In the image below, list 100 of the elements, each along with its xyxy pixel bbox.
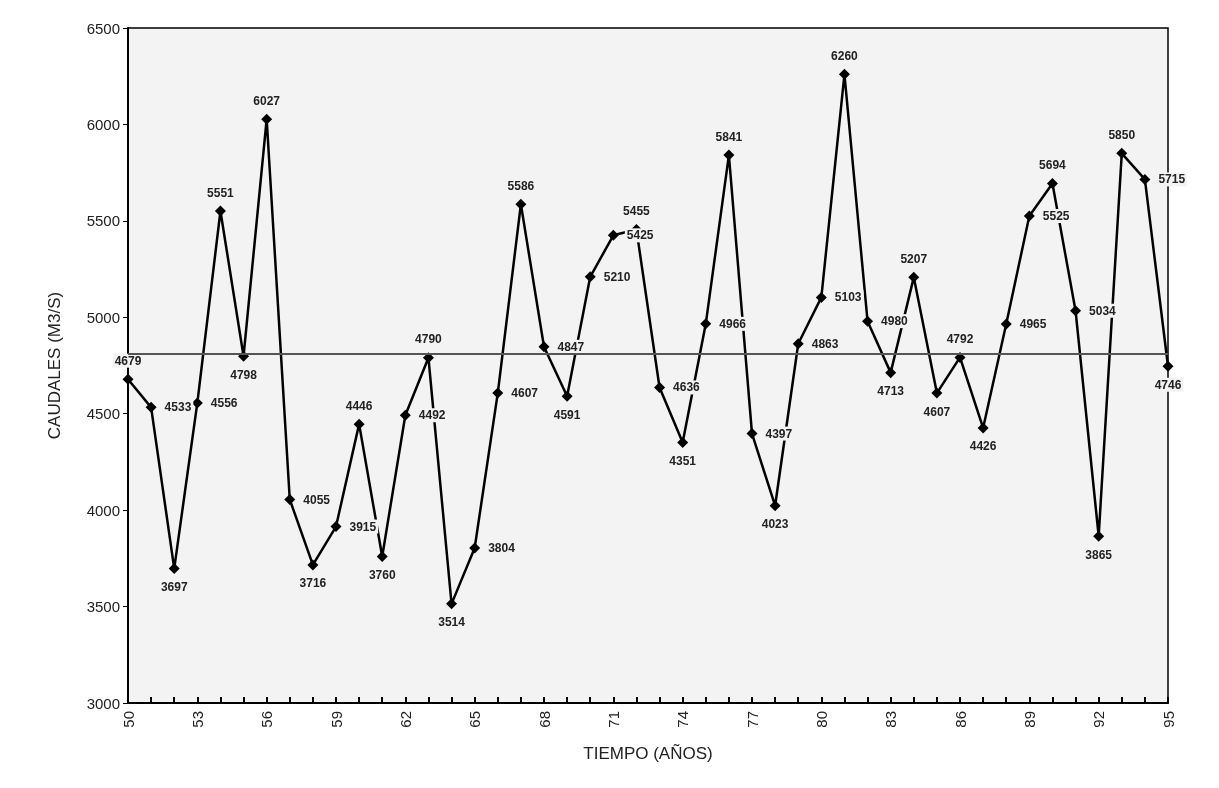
data-label: 3865 (1085, 547, 1113, 562)
x-tick-label: 86 (951, 711, 969, 728)
data-label: 3760 (368, 567, 396, 582)
data-label: 4055 (303, 492, 331, 507)
data-label: 3697 (160, 580, 188, 595)
data-label: 5841 (715, 129, 743, 144)
data-label: 4397 (765, 426, 793, 441)
x-tick-label: 65 (466, 711, 484, 728)
point (654, 381, 666, 393)
data-label: 4492 (418, 408, 446, 423)
point (700, 318, 712, 330)
point (1000, 318, 1012, 330)
point (538, 341, 550, 353)
point (1162, 360, 1174, 372)
data-label: 4679 (114, 353, 142, 368)
data-label: 5586 (507, 178, 535, 193)
data-label: 3915 (349, 519, 377, 534)
point (746, 428, 758, 440)
data-label: 5103 (834, 290, 862, 305)
x-tick-label: 50 (119, 711, 137, 728)
y-tick-label: 6500 (86, 19, 120, 37)
data-label: 4533 (164, 400, 192, 415)
x-tick-label: 74 (674, 711, 692, 728)
data-label: 4713 (877, 384, 905, 399)
data-label: 5850 (1108, 127, 1136, 142)
point (469, 542, 481, 554)
point (977, 422, 989, 434)
y-tick-label: 5000 (86, 308, 120, 326)
data-label: 5207 (900, 251, 928, 266)
x-tick-label: 83 (882, 711, 900, 728)
y-tick-label: 4000 (86, 501, 120, 519)
x-tick-label: 62 (396, 711, 414, 728)
point (1046, 177, 1058, 189)
x-axis-title: TIEMPO (AÑOS) (583, 744, 713, 763)
point (307, 559, 319, 571)
x-tick-label: 77 (743, 711, 761, 728)
point (677, 436, 689, 448)
data-label: 5551 (207, 185, 235, 200)
point (838, 68, 850, 80)
data-label: 4790 (415, 332, 443, 347)
point (1023, 210, 1035, 222)
x-tick-label: 53 (188, 711, 206, 728)
data-label: 4591 (553, 407, 581, 422)
y-tick-label: 6000 (86, 115, 120, 133)
data-label: 4798 (230, 367, 258, 382)
data-label: 5455 (623, 204, 651, 219)
point (1070, 305, 1082, 317)
data-label: 3514 (438, 615, 466, 630)
point (862, 315, 874, 327)
data-label: 4556 (210, 395, 238, 410)
point (168, 563, 180, 575)
x-tick-label: 80 (812, 711, 830, 728)
y-tick-label: 3500 (86, 598, 120, 616)
point (792, 338, 804, 350)
data-label: 4980 (881, 314, 909, 329)
data-label: 4426 (969, 439, 997, 454)
data-label: 3804 (488, 540, 516, 555)
point (145, 401, 157, 413)
data-label: 4636 (673, 380, 701, 395)
point (284, 494, 296, 506)
y-tick-label: 4500 (86, 405, 120, 423)
x-tick-label: 95 (1159, 711, 1177, 728)
data-label: 5694 (1039, 157, 1067, 172)
point (330, 521, 342, 533)
data-label: 5425 (626, 228, 654, 243)
data-label: 4966 (719, 316, 747, 331)
point (515, 198, 527, 210)
x-tick-label: 71 (604, 711, 622, 728)
data-label: 4965 (1019, 317, 1047, 332)
data-label: 6260 (831, 48, 859, 63)
point (723, 149, 735, 161)
point (561, 390, 573, 402)
point (399, 409, 411, 421)
point (1139, 173, 1151, 185)
point (607, 229, 619, 241)
x-tick-label: 68 (535, 711, 553, 728)
point (492, 387, 504, 399)
data-label: 4446 (345, 398, 373, 413)
y-axis-title: CAUDALES (M3/S) (45, 291, 64, 440)
x-tick-label: 56 (258, 711, 276, 728)
point (815, 291, 827, 303)
data-label: 5525 (1042, 209, 1070, 224)
data-label: 4351 (669, 453, 697, 468)
data-label: 4847 (557, 339, 585, 354)
data-label: 5210 (603, 269, 631, 284)
y-tick-label: 3000 (86, 694, 120, 712)
point (584, 271, 596, 283)
data-label: 4607 (923, 404, 951, 419)
data-label: 5715 (1158, 172, 1186, 187)
y-tick-label: 5500 (86, 212, 120, 230)
point (261, 113, 273, 125)
x-tick-label: 59 (327, 711, 345, 728)
x-tick-label: 92 (1090, 711, 1108, 728)
data-label: 6027 (253, 93, 281, 108)
point (885, 367, 897, 379)
data-label: 4746 (1154, 377, 1182, 392)
data-label: 4607 (511, 386, 539, 401)
data-label: 4023 (761, 517, 789, 532)
data-label: 5034 (1089, 303, 1117, 318)
data-label: 4792 (946, 331, 974, 346)
